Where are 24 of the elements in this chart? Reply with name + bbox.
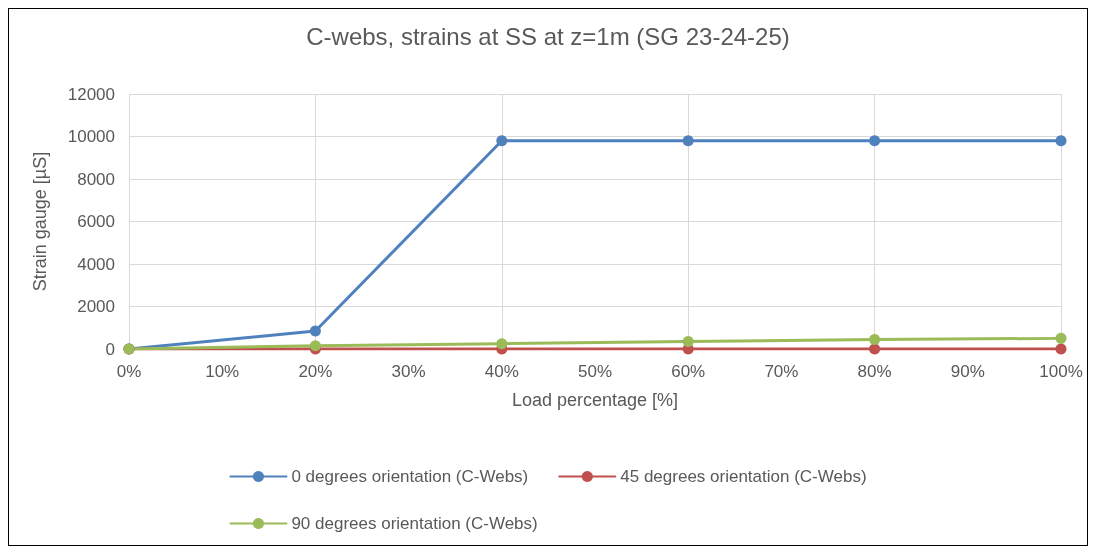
y-axis-title: Strain gauge [µS] <box>30 151 50 292</box>
chart-title: C-webs, strains at SS at z=1m (SG 23-24-25) <box>306 22 790 50</box>
x-tick-label: 50% <box>577 362 613 381</box>
x-tick-label: 100% <box>1039 362 1083 381</box>
x-tick-label: 20% <box>298 362 333 381</box>
x-tick-label: 80% <box>857 362 892 381</box>
y-tick-label: 8000 <box>77 169 115 189</box>
legend-label: 90 degrees orientation (C-Webs) <box>291 514 538 533</box>
y-tick-label: 6000 <box>77 212 115 231</box>
x-tick-label: 30% <box>391 362 426 381</box>
x-tick-label: 70% <box>764 362 799 381</box>
x-tick-label: 0% <box>116 362 142 381</box>
x-tick-label: 90% <box>950 362 985 381</box>
y-tick-label: 10000 <box>67 127 115 146</box>
y-tick-label: 12000 <box>67 84 115 104</box>
y-tick-label: 2000 <box>77 297 115 316</box>
x-tick-label: 60% <box>671 362 706 381</box>
legend-label: 45 degrees orientation (C-Webs) <box>620 467 867 486</box>
y-tick-label: 4000 <box>77 254 115 274</box>
legend-label: 0 degrees orientation (C-Webs) <box>291 467 529 486</box>
x-tick-label: 40% <box>484 362 519 381</box>
y-tick-label: 0 <box>105 339 115 359</box>
x-tick-label: 10% <box>205 362 240 381</box>
x-axis-title: Load percentage [%] <box>511 390 679 410</box>
